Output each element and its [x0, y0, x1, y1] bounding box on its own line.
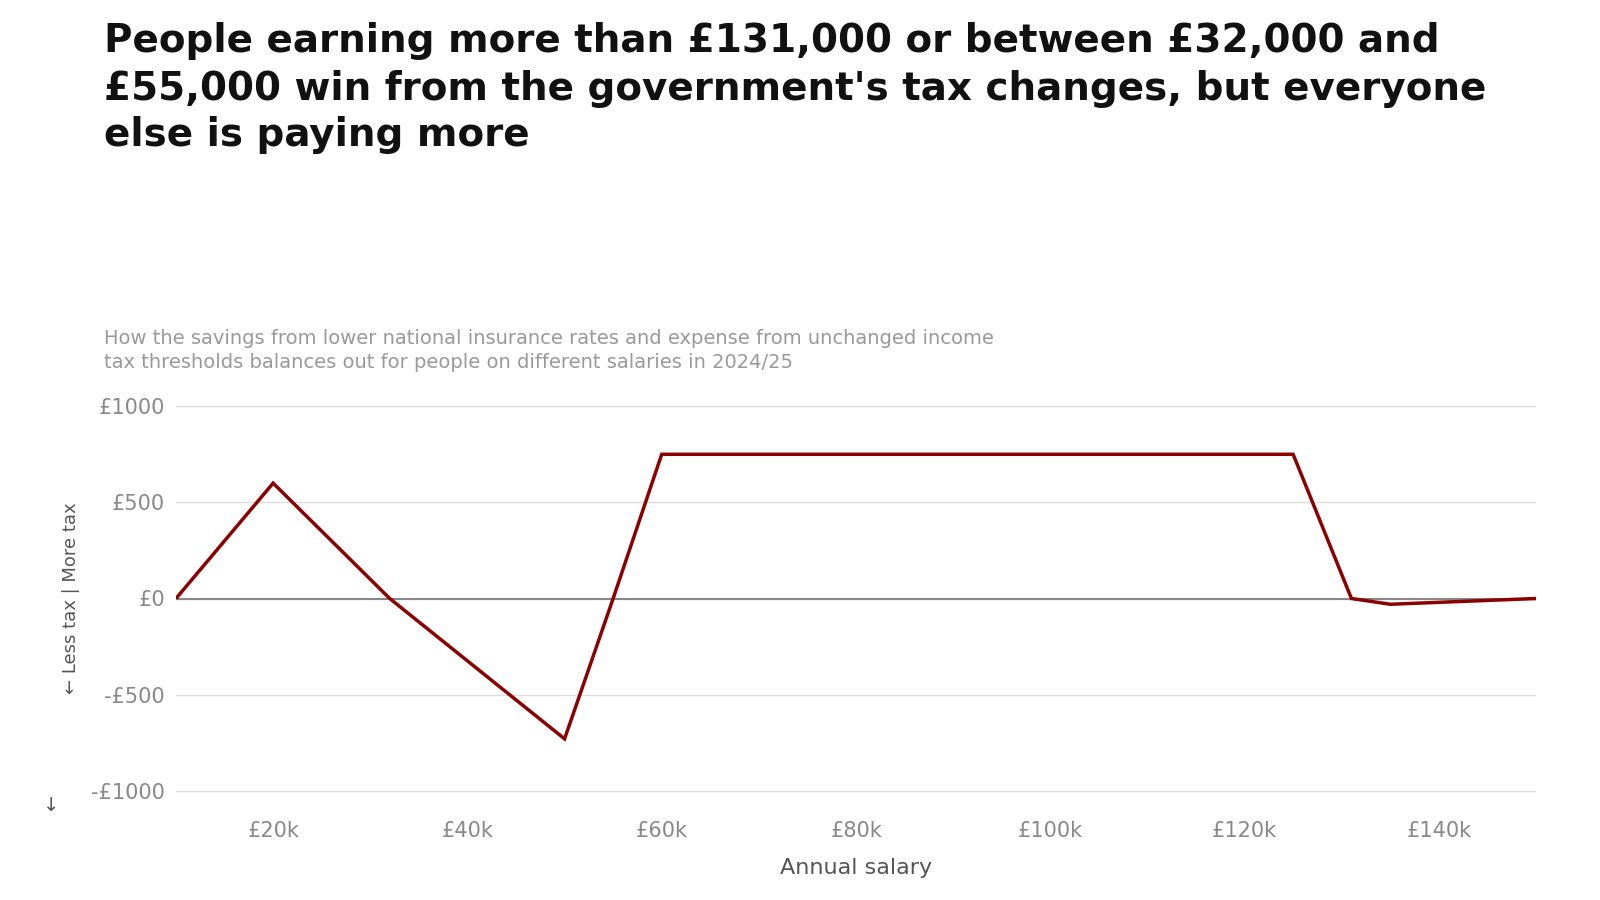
Y-axis label: ← Less tax | More tax: ← Less tax | More tax — [62, 503, 80, 694]
Text: ↓: ↓ — [43, 796, 59, 815]
X-axis label: Annual salary: Annual salary — [779, 858, 933, 878]
Text: How the savings from lower national insurance rates and expense from unchanged i: How the savings from lower national insu… — [104, 328, 994, 373]
Text: People earning more than £131,000 or between £32,000 and
£55,000 win from the go: People earning more than £131,000 or bet… — [104, 22, 1486, 155]
